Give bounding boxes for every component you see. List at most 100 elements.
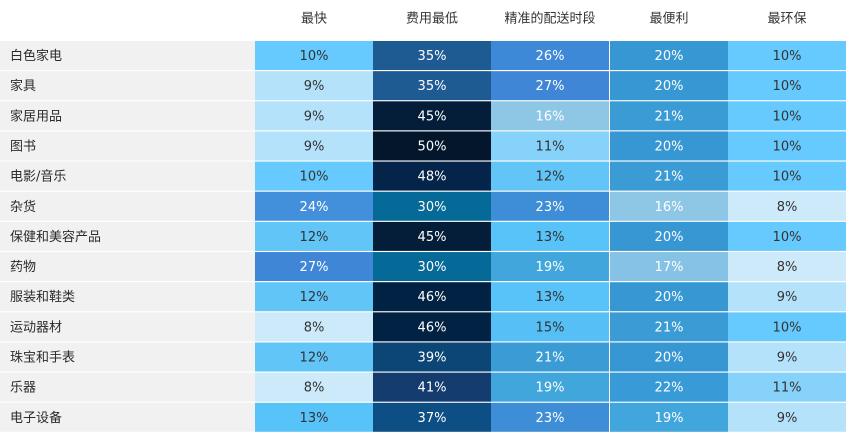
row-label-band [0, 161, 255, 191]
cell-value-label: 10% [773, 49, 802, 64]
heatmap-cell [255, 252, 373, 282]
cell-value-label: 20% [655, 49, 684, 64]
heatmap-cell [373, 252, 491, 282]
heatmap-cell [255, 161, 373, 191]
heatmap-cell [610, 101, 728, 131]
cell-value-label: 23% [536, 411, 565, 426]
cell-value-label: 46% [418, 320, 447, 335]
heatmap-cell [610, 191, 728, 221]
heatmap-cell [255, 282, 373, 312]
cell-value-label: 19% [536, 381, 565, 396]
cell-value-label: 8% [777, 200, 798, 215]
heatmap-cell [728, 161, 846, 191]
cell-value-label: 19% [655, 411, 684, 426]
cell-value-label: 48% [418, 170, 447, 185]
heatmap-cell [373, 131, 491, 161]
heatmap-cell [373, 101, 491, 131]
heatmap-cell [728, 131, 846, 161]
cell-value-label: 8% [777, 260, 798, 275]
cell-value-label: 45% [418, 109, 447, 124]
heatmap-cell [728, 312, 846, 342]
row-label: 乐器 [10, 381, 36, 396]
cell-value-label: 22% [655, 381, 684, 396]
cell-value-label: 45% [418, 230, 447, 245]
heatmap-cell [373, 41, 491, 70]
row-label-band [0, 131, 255, 161]
heatmap-cell [728, 252, 846, 282]
cell-value-label: 46% [418, 290, 447, 305]
cell-value-label: 9% [777, 290, 798, 305]
row-label-band [0, 221, 255, 251]
heatmap-cell [610, 41, 728, 70]
heatmap-cell [373, 372, 491, 402]
cell-value-label: 21% [655, 170, 684, 185]
cell-value-label: 24% [300, 200, 329, 215]
cell-value-label: 10% [773, 170, 802, 185]
row-label-band [0, 342, 255, 372]
cell-value-label: 10% [773, 320, 802, 335]
row-label: 保健和美容产品 [10, 229, 101, 245]
cell-value-label: 27% [300, 260, 329, 275]
cell-value-label: 10% [773, 139, 802, 154]
heatmap-cell [610, 221, 728, 251]
cell-value-label: 20% [655, 290, 684, 305]
heatmap-cell [491, 342, 609, 372]
row-label: 电影/音乐 [10, 169, 66, 185]
cell-value-label: 10% [300, 49, 329, 64]
heatmap-cell [373, 402, 491, 432]
row-label: 珠宝和手表 [10, 351, 75, 366]
heatmap-cell [491, 221, 609, 251]
cell-value-label: 9% [304, 79, 325, 94]
cell-value-label: 21% [536, 351, 565, 366]
row-label-band [0, 282, 255, 312]
cell-value-label: 26% [536, 49, 565, 64]
row-label-band [0, 252, 255, 282]
column-header: 最快 [301, 12, 327, 27]
row-label-band [0, 312, 255, 342]
heatmap-cell [491, 131, 609, 161]
heatmap-cell [255, 41, 373, 70]
column-header: 最便利 [649, 12, 688, 27]
heatmap-cell [728, 342, 846, 372]
cell-value-label: 8% [304, 320, 325, 335]
heatmap-cell [610, 342, 728, 372]
heatmap-cell [255, 191, 373, 221]
column-header: 精准的配送时段 [504, 11, 595, 27]
heatmap-cell [373, 221, 491, 251]
cell-value-label: 35% [418, 79, 447, 94]
cell-value-label: 10% [300, 170, 329, 185]
cell-value-label: 12% [536, 170, 565, 185]
heatmap-cell [491, 312, 609, 342]
cell-value-label: 17% [655, 260, 684, 275]
cell-value-label: 9% [304, 139, 325, 154]
heatmap-cell [491, 282, 609, 312]
cell-value-label: 15% [536, 320, 565, 335]
heatmap-cell [373, 282, 491, 312]
cell-value-label: 20% [655, 230, 684, 245]
cell-value-label: 10% [773, 230, 802, 245]
cell-value-label: 20% [655, 79, 684, 94]
cell-value-label: 41% [418, 381, 447, 396]
cell-value-label: 19% [536, 260, 565, 275]
heatmap-cell [255, 342, 373, 372]
cell-value-label: 11% [536, 139, 565, 154]
column-header: 最环保 [767, 12, 806, 27]
cell-value-label: 23% [536, 200, 565, 215]
cell-value-label: 8% [304, 381, 325, 396]
heatmap-cell [610, 161, 728, 191]
heatmap-cell [728, 402, 846, 432]
cell-value-label: 37% [418, 411, 447, 426]
heatmap-cell [255, 101, 373, 131]
heatmap-cell [373, 191, 491, 221]
row-label: 白色家电 [10, 48, 62, 64]
heatmap-cell [610, 252, 728, 282]
heatmap-cell [728, 282, 846, 312]
heatmap-cell [491, 41, 609, 70]
heatmap-cell [491, 252, 609, 282]
heatmap-cell [491, 372, 609, 402]
heatmap-cell [491, 101, 609, 131]
heatmap-cell [255, 312, 373, 342]
cell-value-label: 21% [655, 109, 684, 124]
row-label-band [0, 41, 255, 70]
row-label: 服装和鞋类 [10, 289, 75, 305]
